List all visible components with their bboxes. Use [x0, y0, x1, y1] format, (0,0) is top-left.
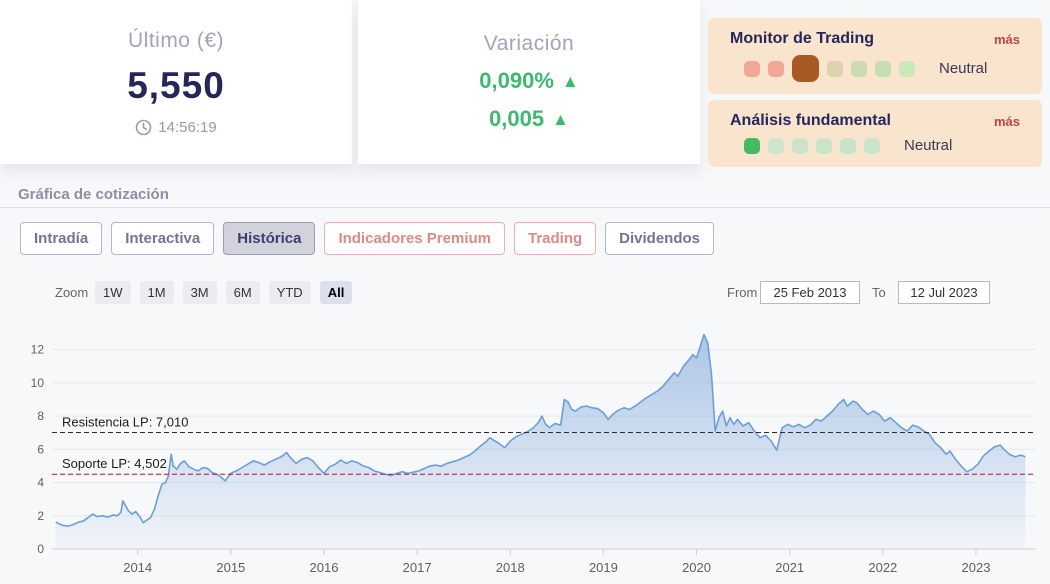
up-arrow-icon: ▲ — [561, 71, 579, 91]
indicator-dot — [768, 137, 784, 154]
indicator-dot — [744, 60, 760, 77]
y-axis-label: 0 — [37, 542, 44, 556]
trading-monitor-panel: Monitor de Trading más Neutral — [708, 18, 1042, 94]
trading-monitor-more-link[interactable]: más — [993, 31, 1020, 47]
indicator-dot — [840, 137, 856, 154]
tab-interactiva[interactable]: Interactiva — [111, 222, 215, 255]
indicator-dot — [875, 60, 891, 77]
tab-indicadores-premium[interactable]: Indicadores Premium — [324, 222, 505, 255]
from-date-input[interactable] — [760, 281, 860, 304]
tab-trading[interactable]: Trading — [514, 222, 597, 255]
last-price-value: 5,550 — [127, 64, 225, 106]
indicator-dot — [744, 137, 760, 154]
zoom-button-6m[interactable]: 6M — [225, 281, 260, 304]
trading-monitor-gauge: Neutral — [744, 55, 1020, 82]
to-date-input[interactable] — [898, 281, 990, 304]
variation-percent-row: 0,090% ▲ — [479, 68, 578, 94]
last-price-timestamp: 14:56:19 — [158, 118, 217, 136]
variation-title: Variación — [483, 32, 575, 55]
indicator-dot — [792, 137, 808, 154]
tab-dividendos[interactable]: Dividendos — [605, 222, 715, 255]
to-label: To — [872, 285, 886, 300]
y-axis-label: 8 — [37, 409, 44, 423]
section-divider — [0, 207, 1050, 208]
indicator-dot — [827, 60, 843, 77]
x-axis-label: 2016 — [310, 560, 339, 575]
price-area — [55, 334, 1026, 549]
tab-intradia[interactable]: Intradía — [20, 222, 103, 255]
indicator-dot — [864, 137, 880, 154]
price-chart-svg: 0 2 4 6 8 10 12 Resistencia LP: 7,010 Soporte LP… — [31, 333, 1036, 575]
y-axis-label: 12 — [31, 343, 45, 357]
fundamental-analysis-more-link[interactable]: más — [993, 113, 1020, 129]
zoom-label: Zoom — [55, 285, 89, 300]
variation-absolute: 0,005 — [489, 106, 545, 131]
x-axis-label: 2021 — [775, 560, 804, 575]
last-price-time: 14:56:19 — [135, 118, 217, 136]
fundamental-analysis-gauge: Neutral — [744, 137, 1020, 154]
trading-monitor-dots — [744, 55, 915, 82]
price-line — [55, 333, 1026, 527]
section-title: Gráfica de cotización — [18, 186, 169, 203]
indicator-dot — [768, 60, 784, 77]
variation-absolute-row: 0,005 ▲ — [489, 106, 569, 132]
y-axis-label: 10 — [31, 376, 45, 390]
x-axis-label: 2018 — [496, 560, 525, 575]
indicator-dot — [899, 60, 915, 77]
fundamental-analysis-title: Análisis fundamental — [730, 112, 891, 129]
chart-tabs: Intradía Interactiva Histórica Indicadores … — [20, 222, 715, 255]
y-axis-label: 6 — [37, 442, 44, 456]
zoom-buttons: 1W 1M 3M 6M YTD All — [95, 281, 353, 304]
x-axis-label: 2019 — [589, 560, 618, 575]
fundamental-analysis-dots — [744, 137, 880, 154]
x-axis-label: 2017 — [403, 560, 432, 575]
indicator-dot-selected — [792, 55, 819, 82]
zoom-button-1w[interactable]: 1W — [95, 281, 131, 304]
variation-percent: 0,090% — [479, 68, 554, 93]
x-axis-label: 2014 — [123, 560, 152, 575]
resistencia-label: Resistencia LP: 7,010 — [62, 415, 188, 430]
soporte-label: Soporte LP: 4,502 — [62, 456, 167, 471]
last-price-card: Último (€) 5,550 14:56:19 — [0, 0, 352, 164]
zoom-button-ytd[interactable]: YTD — [268, 281, 311, 304]
clock-icon — [135, 119, 152, 135]
zoom-button-1m[interactable]: 1M — [139, 281, 174, 304]
trading-monitor-title: Monitor de Trading — [730, 30, 874, 47]
from-label: From — [727, 285, 758, 300]
indicator-dot — [816, 137, 832, 154]
y-axis-label: 4 — [37, 476, 44, 490]
indicator-dot — [851, 60, 867, 77]
price-chart[interactable]: 0 2 4 6 8 10 12 Resistencia LP: 7,010 Soporte LP… — [0, 318, 1050, 584]
x-axis-label: 2015 — [216, 560, 245, 575]
x-axis-label: 2022 — [868, 560, 897, 575]
trading-monitor-status: Neutral — [939, 60, 988, 77]
x-axis-label: 2023 — [962, 560, 991, 575]
fundamental-analysis-panel: Análisis fundamental más Neutral — [708, 100, 1042, 167]
up-arrow-icon: ▲ — [552, 109, 569, 129]
range-selector: Zoom 1W 1M 3M 6M YTD All From To — [0, 281, 1050, 305]
zoom-button-all[interactable]: All — [319, 281, 353, 304]
last-price-title: Último (€) — [127, 28, 224, 52]
x-axis-label: 2020 — [682, 560, 711, 575]
y-axis-label: 2 — [37, 509, 44, 523]
fundamental-analysis-status: Neutral — [904, 137, 953, 154]
variation-card: Variación 0,090% ▲ 0,005 ▲ — [358, 0, 700, 164]
zoom-button-3m[interactable]: 3M — [182, 281, 217, 304]
tab-historica[interactable]: Histórica — [223, 222, 316, 255]
